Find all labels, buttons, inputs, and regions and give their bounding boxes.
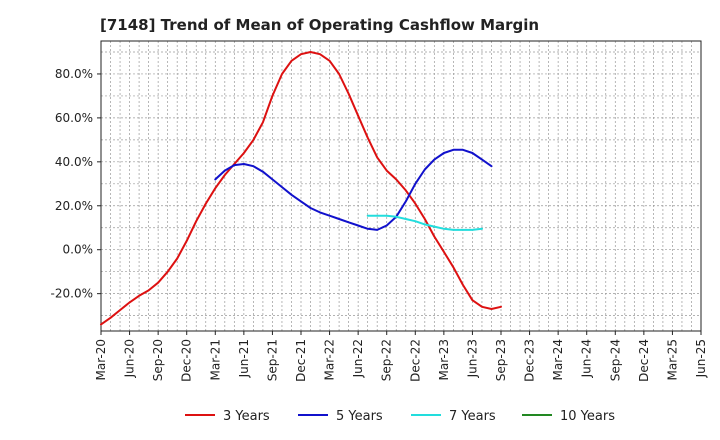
- x-tick-label: Mar-21: [208, 339, 222, 380]
- y-tick-label: 60.0%: [55, 111, 93, 125]
- legend-label-3-years: 3 Years: [223, 409, 270, 424]
- x-tick-label: Mar-24: [551, 339, 565, 380]
- series-line-7-years: [366, 214, 483, 231]
- legend-label-5-years: 5 Years: [336, 409, 383, 424]
- legend: 3 Years 5 Years 7 Years 10 Years: [185, 409, 615, 424]
- series-lines: [100, 51, 502, 326]
- x-tick-label: Sep-23: [494, 339, 508, 381]
- y-tick-label: 0.0%: [63, 243, 94, 257]
- x-tick-label: Sep-22: [380, 339, 394, 381]
- x-tick-label: Dec-23: [523, 339, 537, 382]
- y-tick-label: -20.0%: [51, 287, 93, 301]
- x-tick-label: Jun-23: [465, 339, 479, 378]
- x-tick-label: Sep-21: [265, 339, 279, 381]
- x-tick-label: Jun-25: [694, 339, 708, 378]
- x-tick-label: Jun-24: [580, 339, 594, 378]
- x-tick-label: Jun-20: [123, 339, 137, 378]
- x-tick-label: Mar-23: [437, 339, 451, 380]
- plot-area-border: [100, 40, 702, 332]
- legend-label-10-years: 10 Years: [560, 409, 615, 424]
- y-tick-label: 40.0%: [55, 155, 93, 169]
- y-tick-label: 80.0%: [55, 67, 93, 81]
- x-tick-label: Dec-22: [408, 339, 422, 382]
- x-tick-label: Dec-21: [294, 339, 308, 382]
- x-tick-label: Mar-20: [94, 339, 108, 380]
- grid: [100, 41, 702, 331]
- chart-title: [7148] Trend of Mean of Operating Cashfl…: [100, 16, 539, 34]
- series-line-3-years: [100, 51, 502, 326]
- x-tick-label: Jun-22: [351, 339, 365, 378]
- x-tick-label: Dec-24: [637, 339, 651, 382]
- x-tick-label: Dec-20: [180, 339, 194, 382]
- x-tick-label: Mar-25: [665, 339, 679, 380]
- x-tick-label: Mar-22: [323, 339, 337, 380]
- x-tick-label: Sep-20: [151, 339, 165, 381]
- x-tick-label: Jun-21: [237, 339, 251, 378]
- x-axis-ticks: Mar-20 Jun-20 Sep-20 Dec-20 Mar-21 Jun-21 Sep-…: [94, 331, 708, 382]
- y-axis-ticks: 80.0% 60.0% 40.0% 20.0% 0.0% -20.0%: [51, 67, 101, 301]
- series-line-5-years: [214, 148, 493, 231]
- y-tick-label: 20.0%: [55, 199, 93, 213]
- legend-label-7-years: 7 Years: [449, 409, 496, 424]
- x-tick-label: Sep-24: [608, 339, 622, 381]
